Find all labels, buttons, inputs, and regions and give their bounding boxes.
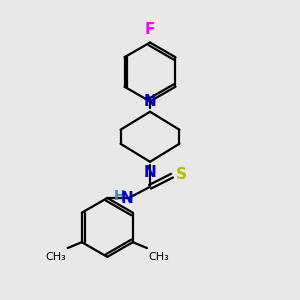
Text: CH₃: CH₃ bbox=[46, 252, 66, 262]
Text: F: F bbox=[145, 22, 155, 37]
Text: N: N bbox=[121, 191, 134, 206]
Text: S: S bbox=[176, 167, 187, 182]
Text: N: N bbox=[144, 165, 156, 180]
Text: H: H bbox=[114, 189, 126, 202]
Text: CH₃: CH₃ bbox=[148, 252, 169, 262]
Text: N: N bbox=[144, 94, 156, 109]
